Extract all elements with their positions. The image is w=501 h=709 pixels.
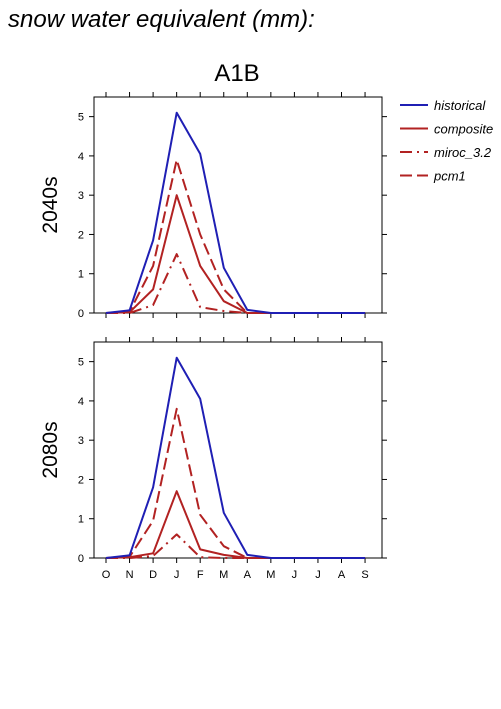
legend-item: pcm1 (400, 169, 466, 184)
chart-panels: 0 1 2 3 4 5 2040s 0 1 2 3 4 5 O N D J F M A M J J A S 2080s (39, 92, 387, 581)
panel-2: 0 1 2 3 4 5 O N D J F M A M J J A S 2080s (39, 337, 387, 581)
x-tick-label: S (361, 569, 368, 581)
series-line-miroc-3-2 (106, 253, 366, 314)
y-axis-label: 2080s (39, 421, 62, 478)
y-tick-label: 1 (78, 514, 84, 526)
x-tick-label: J (174, 569, 180, 581)
x-tick-label: J (292, 569, 298, 581)
y-tick-label: 0 (78, 308, 84, 320)
series-line-composite (105, 194, 366, 314)
x-tick-label: D (149, 569, 157, 581)
y-tick-label: 3 (78, 435, 84, 447)
y-tick-label: 5 (78, 112, 84, 124)
x-tick-label: O (102, 569, 111, 581)
legend-item: composite (400, 122, 493, 137)
page-title: snow water equivalent (mm): (8, 6, 315, 33)
series-line-historical (105, 111, 366, 314)
legend-item: historical (400, 98, 486, 113)
legend-label: composite (434, 122, 493, 137)
x-tick-label: A (244, 569, 252, 581)
y-tick-label: 2 (78, 474, 84, 486)
x-tick-label: A (338, 569, 346, 581)
x-tick-label: N (126, 569, 134, 581)
x-tick-label: M (219, 569, 228, 581)
y-tick-label: 4 (78, 396, 84, 408)
legend-item: miroc_3.2 (400, 145, 492, 160)
x-tick-label: J (315, 569, 321, 581)
plot-frame (93, 96, 383, 314)
y-axis-label: 2040s (39, 176, 62, 233)
legend-label: miroc_3.2 (434, 145, 492, 160)
scenario-title: A1B (214, 60, 259, 87)
y-tick-label: 0 (78, 553, 84, 565)
y-tick-label: 1 (78, 269, 84, 281)
legend-label: historical (434, 98, 486, 113)
y-tick-label: 4 (78, 151, 84, 163)
y-tick-label: 2 (78, 229, 84, 241)
legend: historical composite miroc_3.2 pcm1 (400, 98, 493, 184)
legend-label: pcm1 (433, 169, 466, 184)
series-line-historical (105, 356, 366, 559)
x-tick-label: M (266, 569, 275, 581)
series-line-composite (105, 490, 366, 559)
y-tick-label: 3 (78, 190, 84, 202)
plot-frame (93, 341, 383, 559)
y-tick-label: 5 (78, 357, 84, 369)
panel-1: 0 1 2 3 4 5 2040s (39, 92, 387, 320)
x-tick-label: F (197, 569, 204, 581)
